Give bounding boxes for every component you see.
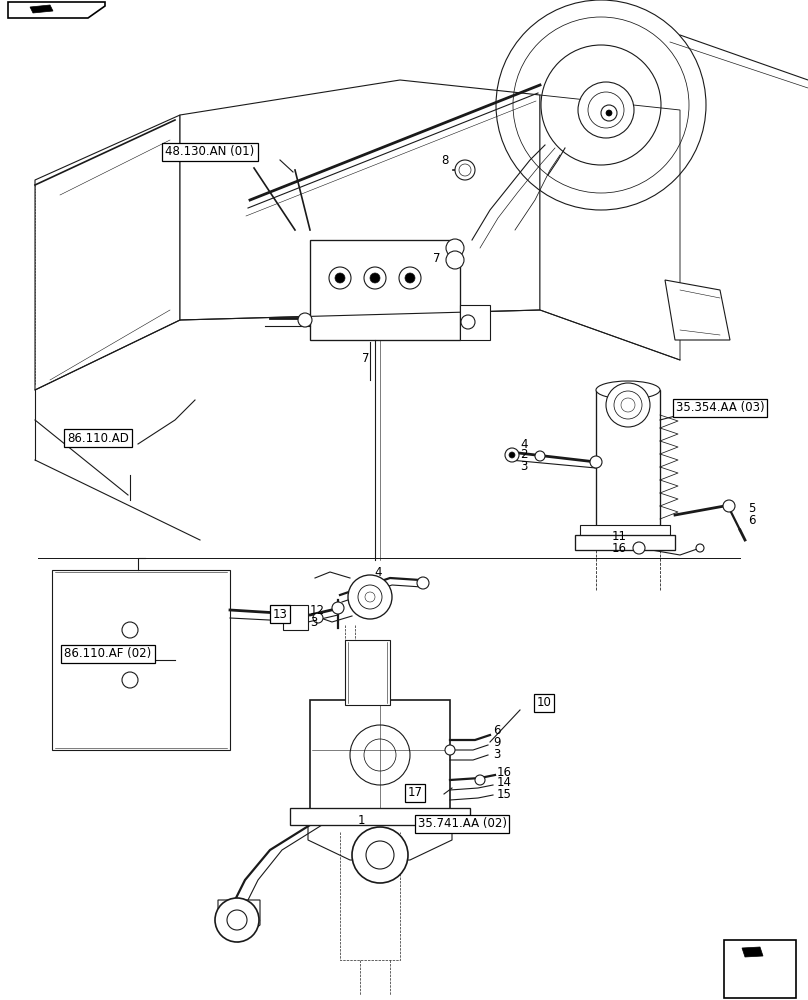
Polygon shape — [310, 700, 450, 810]
Bar — [460, 305, 490, 340]
Text: 8: 8 — [442, 153, 449, 166]
Text: 3: 3 — [520, 460, 528, 473]
Text: 35.741.AA (02): 35.741.AA (02) — [418, 818, 507, 830]
Circle shape — [505, 448, 519, 462]
Circle shape — [335, 273, 345, 283]
Polygon shape — [665, 280, 730, 340]
Circle shape — [535, 451, 545, 461]
Polygon shape — [742, 947, 763, 957]
Circle shape — [606, 110, 612, 116]
Circle shape — [313, 613, 323, 623]
Circle shape — [348, 575, 392, 619]
Polygon shape — [30, 5, 53, 13]
Text: 15: 15 — [497, 788, 512, 802]
Text: 13: 13 — [272, 607, 288, 620]
Polygon shape — [540, 95, 680, 360]
Text: 17: 17 — [407, 786, 423, 800]
Text: 5: 5 — [748, 502, 755, 514]
Bar — [283, 605, 308, 630]
Circle shape — [633, 542, 645, 554]
Circle shape — [455, 160, 475, 180]
Polygon shape — [345, 640, 390, 705]
Polygon shape — [52, 570, 230, 750]
Circle shape — [578, 82, 634, 138]
Circle shape — [352, 827, 408, 883]
Circle shape — [446, 239, 464, 257]
Circle shape — [417, 577, 429, 589]
Circle shape — [696, 544, 704, 552]
Polygon shape — [290, 808, 470, 825]
Circle shape — [370, 273, 380, 283]
Text: 10: 10 — [537, 696, 551, 710]
Ellipse shape — [596, 381, 660, 399]
Bar — [310, 240, 460, 340]
Circle shape — [509, 452, 515, 458]
Text: 86.110.AD: 86.110.AD — [67, 432, 129, 444]
Text: 2: 2 — [520, 448, 528, 462]
Circle shape — [461, 315, 475, 329]
Text: 4: 4 — [374, 566, 381, 578]
Text: 4: 4 — [520, 438, 528, 450]
Text: 6: 6 — [493, 724, 500, 736]
Text: 3: 3 — [310, 615, 318, 629]
Polygon shape — [218, 900, 260, 942]
Circle shape — [475, 775, 485, 785]
Text: 16: 16 — [612, 542, 627, 554]
Circle shape — [215, 898, 259, 942]
Circle shape — [606, 383, 650, 427]
Polygon shape — [308, 820, 452, 860]
Circle shape — [405, 273, 415, 283]
Circle shape — [332, 602, 344, 614]
Text: 6: 6 — [748, 514, 755, 526]
Polygon shape — [575, 535, 675, 550]
Polygon shape — [580, 525, 670, 540]
Text: 7: 7 — [362, 352, 369, 364]
Text: 86.110.AF (02): 86.110.AF (02) — [65, 648, 152, 660]
Polygon shape — [8, 2, 105, 18]
Text: 14: 14 — [497, 776, 512, 790]
Circle shape — [446, 251, 464, 269]
Text: 48.130.AN (01): 48.130.AN (01) — [166, 145, 255, 158]
Polygon shape — [35, 115, 180, 390]
Circle shape — [298, 313, 312, 327]
Circle shape — [590, 456, 602, 468]
Text: 11: 11 — [612, 530, 627, 544]
Bar — [724, 940, 796, 998]
Circle shape — [445, 745, 455, 755]
Circle shape — [723, 500, 735, 512]
Text: 1: 1 — [358, 814, 365, 826]
Text: 16: 16 — [497, 766, 512, 778]
Polygon shape — [596, 390, 660, 530]
Text: 12: 12 — [310, 603, 325, 616]
Text: 9: 9 — [493, 736, 500, 748]
Polygon shape — [180, 80, 540, 320]
Text: 35.354.AA (03): 35.354.AA (03) — [675, 401, 764, 414]
Text: 3: 3 — [493, 748, 500, 760]
Text: 7: 7 — [432, 251, 440, 264]
